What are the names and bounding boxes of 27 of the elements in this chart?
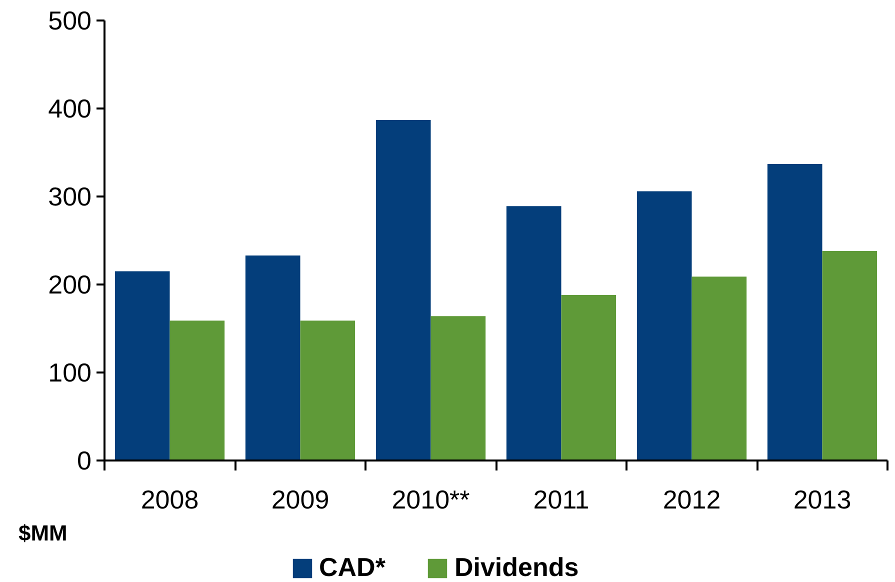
x-tick-label: 2011 (533, 484, 590, 514)
bar (822, 251, 878, 460)
legend-label: CAD* (319, 552, 386, 582)
x-tick-label: 2010** (392, 484, 470, 514)
legend-label: Dividends (454, 552, 579, 582)
y-tick-label: 0 (77, 446, 92, 476)
bar (636, 191, 692, 460)
x-tick-label: 2009 (271, 484, 330, 514)
bar (767, 164, 822, 460)
bar (376, 120, 431, 460)
text: $MM (18, 520, 68, 546)
y-tick-label: 100 (48, 358, 92, 388)
bar (300, 320, 356, 460)
bar (114, 271, 170, 460)
bar (506, 206, 562, 460)
y-tick-label: 300 (48, 182, 92, 212)
bar (692, 276, 747, 460)
x-tick-label: 2008 (140, 484, 199, 514)
y-tick-label: 400 (48, 94, 92, 124)
x-tick-label: 2012 (662, 484, 721, 514)
bar (561, 295, 616, 460)
y-tick-label: 200 (48, 270, 92, 300)
bar (170, 320, 225, 460)
bar (430, 316, 486, 460)
y-tick-label: 500 (48, 6, 92, 36)
bar (245, 255, 300, 460)
x-tick-label: 2013 (793, 484, 852, 514)
